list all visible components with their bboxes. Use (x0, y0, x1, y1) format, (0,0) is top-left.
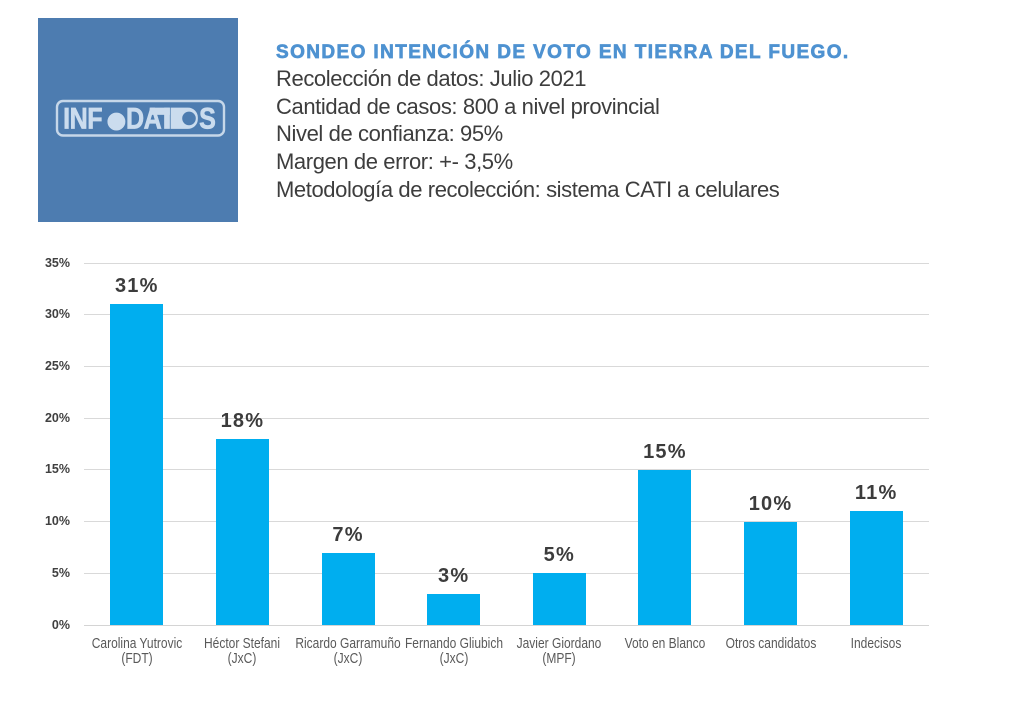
svg-text:S: S (199, 102, 216, 135)
svg-text:INF: INF (63, 102, 102, 135)
svg-text:DA: DA (126, 102, 162, 135)
